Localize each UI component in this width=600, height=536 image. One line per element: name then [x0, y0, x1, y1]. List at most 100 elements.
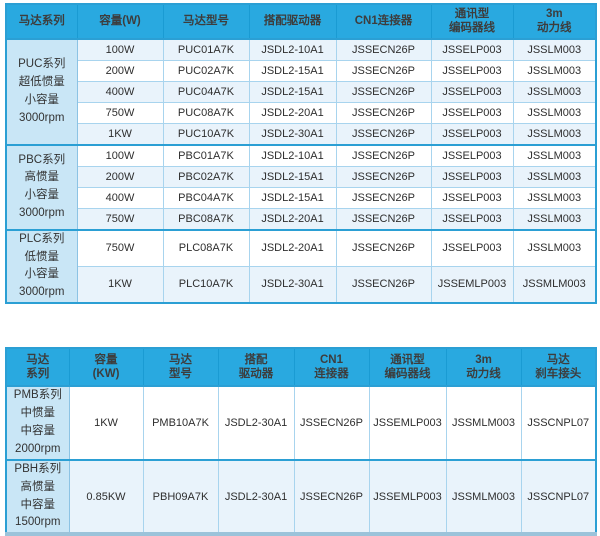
- cn1-cell: JSSECN26P: [335, 186, 432, 209]
- power-cable-cell: JSSLM003: [512, 80, 597, 103]
- motor-model-cell: PUC02A7K: [162, 59, 250, 82]
- cn1-cell: JSSECN26P: [335, 265, 432, 304]
- cn1-cell: JSSECN26P: [335, 59, 432, 82]
- drive-cell: JSDL2-20A1: [248, 101, 337, 124]
- encoder-cable-cell: JSSELP003: [430, 207, 514, 231]
- power-cable-cell: JSSMLM003: [445, 458, 522, 535]
- cn1-cell: JSSECN26P: [335, 38, 432, 61]
- header-capacity-w: 容量(W): [76, 4, 163, 40]
- drive-cell: JSDL2-30A1: [217, 458, 295, 535]
- motor-table-small-capacity: 马达系列 容量(W) 马达型号 搭配驱动器 CN1连接器 通讯型 编码器线 3m…: [5, 3, 597, 304]
- series-cell-pbh: PBH系列 高惯量 中容量 1500rpm: [5, 458, 70, 535]
- cn1-cell: JSSECN26P: [335, 143, 432, 167]
- drive-cell: JSDL2-10A1: [248, 38, 337, 61]
- table-row: PUC系列 超低惯量 小容量 3000rpm 100W PUC01A7K JSD…: [5, 38, 597, 146]
- series-cell-plc: PLC系列 低惯量 小容量 3000rpm: [5, 228, 78, 304]
- header-brake-connector: 马达 刹车接头: [520, 348, 596, 387]
- power-cable-cell: JSSMLM003: [445, 385, 522, 461]
- cn1-cell: JSSECN26P: [335, 122, 432, 146]
- brake-connector-cell: JSSCNPL07: [520, 385, 597, 461]
- cn1-cell: JSSECN26P: [293, 385, 370, 461]
- encoder-cable-cell: JSSELP003: [430, 186, 514, 209]
- capacity-cell: 100W: [76, 38, 164, 61]
- power-cable-cell: JSSMLM003: [512, 265, 597, 304]
- power-cable-cell: JSSLM003: [512, 207, 597, 231]
- header-matching-drive: 搭配驱动器: [248, 4, 336, 40]
- spec-tables-page: 马达系列 容量(W) 马达型号 搭配驱动器 CN1连接器 通讯型 编码器线 3m…: [0, 3, 600, 536]
- table-row: 400W PBC04A7K JSDL2-15A1 JSSECN26P JSSEL…: [6, 186, 597, 209]
- motor-model-cell: PUC08A7K: [162, 101, 250, 124]
- encoder-cable-cell: JSSELP003: [430, 59, 514, 82]
- motor-model-cell: PBC01A7K: [162, 143, 250, 167]
- table-row: PBC系列 高惯量 小容量 3000rpm 100W PBC01A7K JSDL…: [5, 143, 597, 231]
- cn1-cell: JSSECN26P: [335, 165, 432, 188]
- drive-cell: JSDL2-30A1: [217, 385, 295, 461]
- power-cable-cell: JSSLM003: [512, 59, 597, 82]
- drive-cell: JSDL2-30A1: [248, 265, 337, 304]
- encoder-cable-cell: JSSEMLP003: [368, 458, 447, 535]
- table1-header-row: 马达系列 容量(W) 马达型号 搭配驱动器 CN1连接器 通讯型 编码器线 3m…: [6, 4, 596, 40]
- drive-cell: JSDL2-20A1: [248, 228, 337, 267]
- motor-model-cell: PBC02A7K: [162, 165, 250, 188]
- cn1-cell: JSSECN26P: [335, 80, 432, 103]
- table-row: 200W PUC02A7K JSDL2-15A1 JSSECN26P JSSEL…: [6, 59, 597, 82]
- encoder-cable-cell: JSSELP003: [430, 122, 514, 146]
- capacity-cell: 1KW: [76, 265, 164, 304]
- header-capacity-kw: 容量 (KW): [68, 348, 143, 387]
- drive-cell: JSDL2-15A1: [248, 59, 337, 82]
- header-matching-drive: 搭配 驱动器: [217, 348, 294, 387]
- motor-model-cell: PUC04A7K: [162, 80, 250, 103]
- power-cable-cell: JSSLM003: [512, 122, 597, 146]
- power-cable-cell: JSSLM003: [512, 228, 597, 267]
- cn1-cell: JSSECN26P: [335, 101, 432, 124]
- table-row: 200W PBC02A7K JSDL2-15A1 JSSECN26P JSSEL…: [6, 165, 597, 188]
- cn1-cell: JSSECN26P: [335, 228, 432, 267]
- encoder-cable-cell: JSSEMLP003: [430, 265, 514, 304]
- table-row: PMB系列 中惯量 中容量 2000rpm 1KW PMB10A7K JSDL2…: [5, 385, 597, 461]
- power-cable-cell: JSSLM003: [512, 143, 597, 167]
- series-cell-pbc: PBC系列 高惯量 小容量 3000rpm: [5, 143, 78, 231]
- header-motor-series: 马达 系列: [6, 348, 69, 387]
- encoder-cable-cell: JSSELP003: [430, 228, 514, 267]
- drive-cell: JSDL2-30A1: [248, 122, 337, 146]
- capacity-cell: 750W: [76, 228, 164, 267]
- drive-cell: JSDL2-20A1: [248, 207, 337, 231]
- drive-cell: JSDL2-15A1: [248, 186, 337, 209]
- motor-model-cell: PUC10A7K: [162, 122, 250, 146]
- drive-cell: JSDL2-15A1: [248, 80, 337, 103]
- header-encoder-cable: 通讯型 编码器线: [430, 4, 513, 40]
- power-cable-cell: JSSLM003: [512, 101, 597, 124]
- capacity-cell: 1KW: [76, 122, 164, 146]
- header-power-cable: 3m 动力线: [512, 4, 596, 40]
- drive-cell: JSDL2-15A1: [248, 165, 337, 188]
- motor-model-cell: PBC08A7K: [162, 207, 250, 231]
- series-cell-pmb: PMB系列 中惯量 中容量 2000rpm: [5, 385, 70, 461]
- power-cable-cell: JSSLM003: [512, 186, 597, 209]
- table-row: PLC系列 低惯量 小容量 3000rpm 750W PLC08A7K JSDL…: [5, 228, 597, 304]
- capacity-cell: 100W: [76, 143, 164, 167]
- capacity-cell: 750W: [76, 101, 164, 124]
- table2-header-row: 马达 系列 容量 (KW) 马达 型号 搭配 驱动器 CN1 连接器 通讯型 编…: [6, 348, 596, 387]
- table-row: 750W PUC08A7K JSDL2-20A1 JSSECN26P JSSEL…: [6, 101, 597, 124]
- capacity-cell: 400W: [76, 186, 164, 209]
- series-cell-puc: PUC系列 超低惯量 小容量 3000rpm: [5, 38, 78, 146]
- encoder-cable-cell: JSSELP003: [430, 38, 514, 61]
- header-cn1-connector: CN1连接器: [335, 4, 431, 40]
- encoder-cable-cell: JSSELP003: [430, 80, 514, 103]
- capacity-cell: 1KW: [68, 385, 144, 461]
- drive-cell: JSDL2-10A1: [248, 143, 337, 167]
- encoder-cable-cell: JSSELP003: [430, 101, 514, 124]
- motor-model-cell: PBC04A7K: [162, 186, 250, 209]
- motor-model-cell: PBH09A7K: [142, 458, 219, 535]
- header-cn1-connector: CN1 连接器: [293, 348, 369, 387]
- table-row: 400W PUC04A7K JSDL2-15A1 JSSECN26P JSSEL…: [6, 80, 597, 103]
- power-cable-cell: JSSLM003: [512, 165, 597, 188]
- cn1-cell: JSSECN26P: [335, 207, 432, 231]
- brake-connector-cell: JSSCNPL07: [520, 458, 597, 535]
- motor-model-cell: PMB10A7K: [142, 385, 219, 461]
- motor-model-cell: PLC08A7K: [162, 228, 250, 267]
- table-row: PBH系列 高惯量 中容量 1500rpm 0.85KW PBH09A7K JS…: [5, 458, 597, 535]
- header-motor-series: 马达系列: [6, 4, 77, 40]
- motor-table-medium-capacity: 马达 系列 容量 (KW) 马达 型号 搭配 驱动器 CN1 连接器 通讯型 编…: [5, 347, 597, 536]
- header-motor-model: 马达 型号: [142, 348, 218, 387]
